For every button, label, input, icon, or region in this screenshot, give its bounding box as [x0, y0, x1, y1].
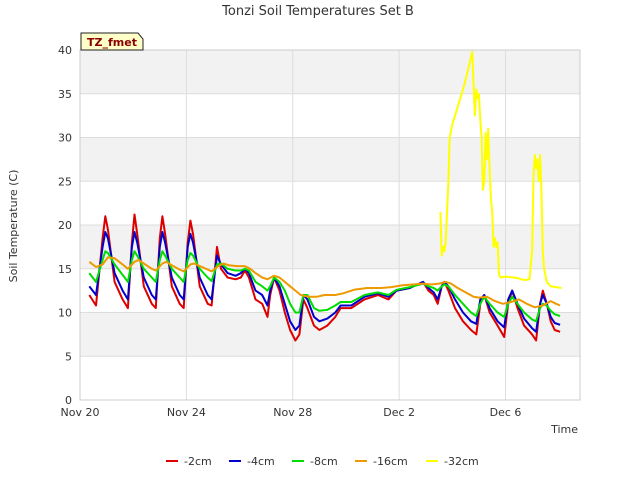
x-tick-label: Nov 28	[273, 406, 312, 419]
station-badge: TZ_fmet	[80, 32, 144, 51]
x-tick-label: Nov 20	[61, 406, 100, 419]
plot-band	[80, 181, 580, 225]
series-layer	[88, 50, 562, 342]
series-line-8cm	[88, 250, 561, 323]
x-tick-label: Dec 2	[383, 406, 415, 419]
y-tick-label: 30	[58, 132, 72, 145]
plot-band	[80, 50, 580, 94]
legend-label: -16cm	[373, 455, 408, 468]
series-line-32cm	[439, 50, 562, 289]
series-line-4cm	[88, 231, 561, 333]
chart-title: Tonzi Soil Temperatures Set B	[221, 4, 414, 19]
legend-label: -8cm	[310, 455, 338, 468]
plot-band	[80, 93, 580, 138]
plot-band	[80, 137, 580, 182]
series-line-16cm	[88, 256, 561, 309]
y-tick-label: 20	[58, 219, 72, 232]
y-tick-labels: 0 5 10 15 20 25 30 35 40	[58, 44, 72, 407]
x-tick-label: Dec 6	[490, 406, 522, 419]
station-badge-box	[80, 32, 144, 51]
legend-label: -32cm	[444, 455, 479, 468]
x-tick-label: Nov 24	[167, 406, 206, 419]
y-tick-label: 0	[65, 394, 72, 407]
station-badge-label: TZ_fmet	[87, 36, 137, 49]
legend-item: -2cm	[166, 455, 212, 468]
legend-item: -8cm	[292, 455, 338, 468]
y-tick-label: 40	[58, 44, 72, 57]
legend-item: -32cm	[426, 455, 479, 468]
x-tick-labels: Nov 20 Nov 24 Nov 28 Dec 2 Dec 6	[61, 406, 522, 419]
legend-label: -4cm	[247, 455, 275, 468]
y-tick-label: 35	[58, 88, 72, 101]
y-tick-label: 10	[58, 307, 72, 320]
plot-band	[80, 268, 580, 313]
y-tick-label: 25	[58, 175, 72, 188]
plot-band	[80, 225, 580, 269]
plot-frame	[79, 49, 581, 401]
x-axis-label: Time	[550, 423, 578, 436]
plot-band	[80, 356, 580, 400]
legend: -2cm -4cm -8cm -16cm -32cm	[166, 455, 479, 468]
legend-item: -16cm	[355, 455, 408, 468]
plot-bands	[80, 50, 580, 400]
gridlines	[79, 49, 580, 401]
legend-label: -2cm	[184, 455, 212, 468]
legend-item: -4cm	[229, 455, 275, 468]
y-axis-label: Soil Temperature (C)	[7, 170, 20, 283]
y-tick-label: 15	[58, 263, 72, 276]
y-tick-label: 5	[65, 350, 72, 363]
